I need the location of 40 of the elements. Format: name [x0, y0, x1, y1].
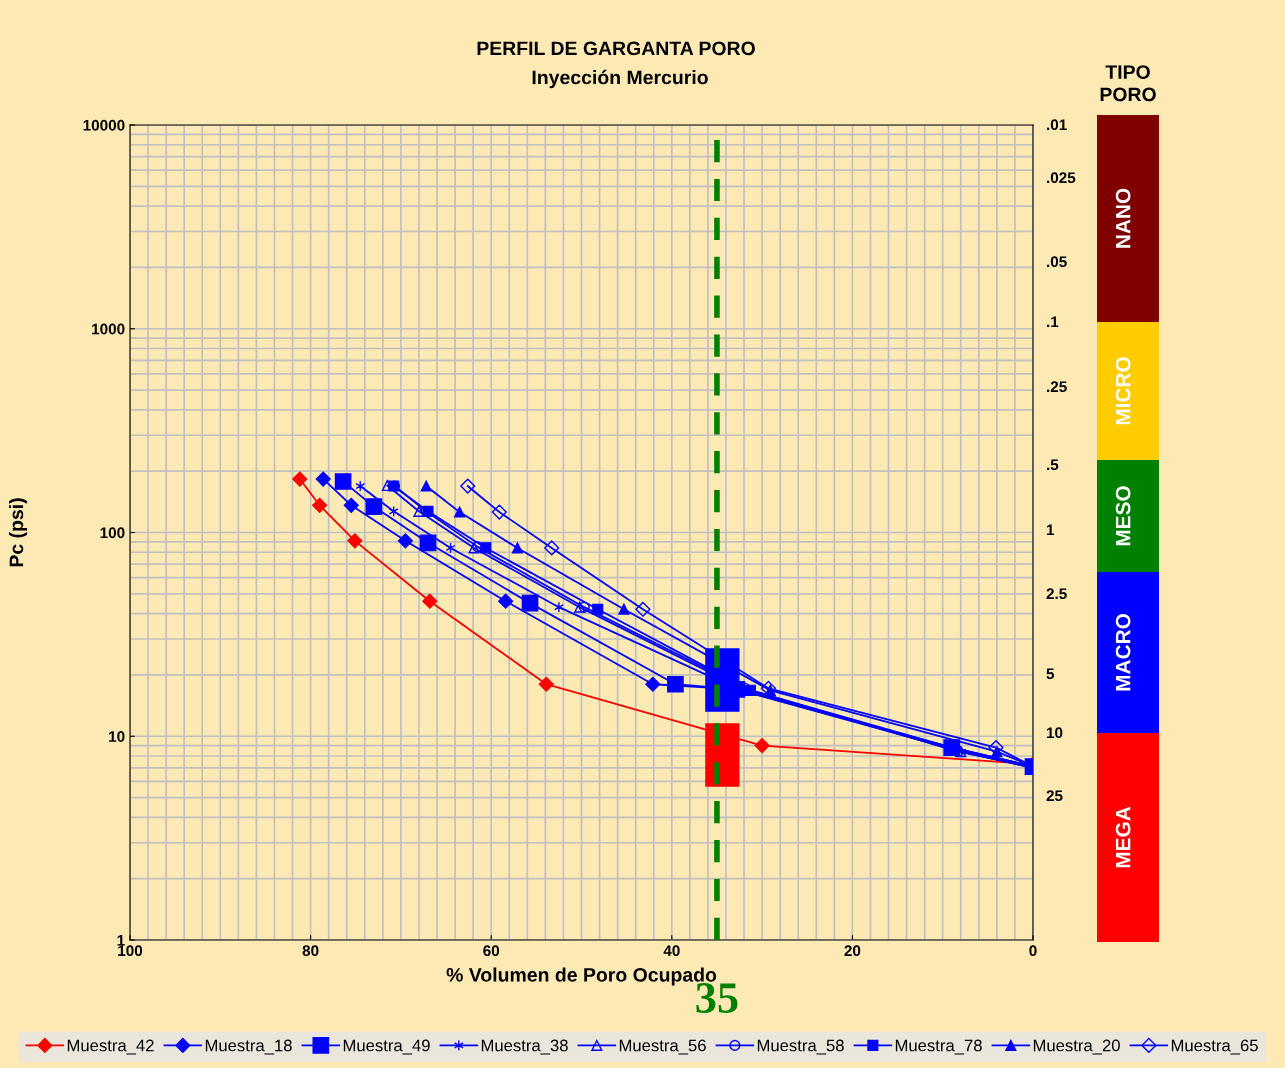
category-label: MACRO	[1115, 614, 1131, 691]
category-label: MICRO	[1115, 357, 1131, 425]
legend-label: Muestra_20	[1033, 1039, 1120, 1055]
y-axis-title: Pc (psi)	[8, 498, 28, 567]
text: .25	[1047, 381, 1067, 393]
text: .5	[1047, 459, 1059, 471]
legend-label: Muestra_49	[343, 1039, 430, 1055]
legend-label: Muestra_56	[619, 1039, 706, 1055]
text: 1	[1046, 524, 1055, 535]
chart-title: PERFIL DE GARGANTA PORO	[477, 41, 755, 56]
y-tick-label: 10	[109, 731, 125, 742]
x-tick-label: 40	[663, 945, 680, 957]
text: .05	[1047, 256, 1067, 268]
category-label: MESO	[1115, 486, 1131, 546]
category-label: NANO	[1115, 188, 1131, 248]
y-tick-label: 1000	[92, 323, 125, 335]
text: 25	[1046, 790, 1063, 802]
text: .025	[1047, 172, 1076, 184]
chart-subtitle: Inyección Mercurio	[532, 69, 708, 89]
legend-label: Muestra_58	[757, 1039, 844, 1055]
x-tick-label: 80	[302, 945, 319, 957]
text: .1	[1047, 316, 1059, 327]
x-tick-label: 20	[844, 945, 861, 957]
legend-label: Muestra_18	[205, 1039, 292, 1055]
y-tick-label: 1	[117, 935, 125, 946]
legend-label: Muestra_42	[67, 1039, 154, 1055]
text: .01	[1047, 119, 1067, 131]
legend-label: Muestra_65	[1171, 1039, 1258, 1055]
y-tick-label: 10000	[83, 119, 125, 131]
text: TIPO PORO	[1100, 65, 1156, 102]
y-tick-label: 100	[100, 527, 125, 539]
x-tick-label: 100	[118, 945, 143, 957]
text: 5	[1046, 668, 1055, 680]
legend-label: Muestra_38	[481, 1039, 568, 1055]
category-label: MEGA	[1115, 806, 1131, 868]
legend-label: Muestra_78	[895, 1039, 982, 1055]
text: 10	[1046, 727, 1063, 739]
x-tick-label: 60	[483, 945, 500, 957]
text: 2.5	[1046, 588, 1067, 600]
x-tick-label: 0	[1029, 945, 1037, 957]
